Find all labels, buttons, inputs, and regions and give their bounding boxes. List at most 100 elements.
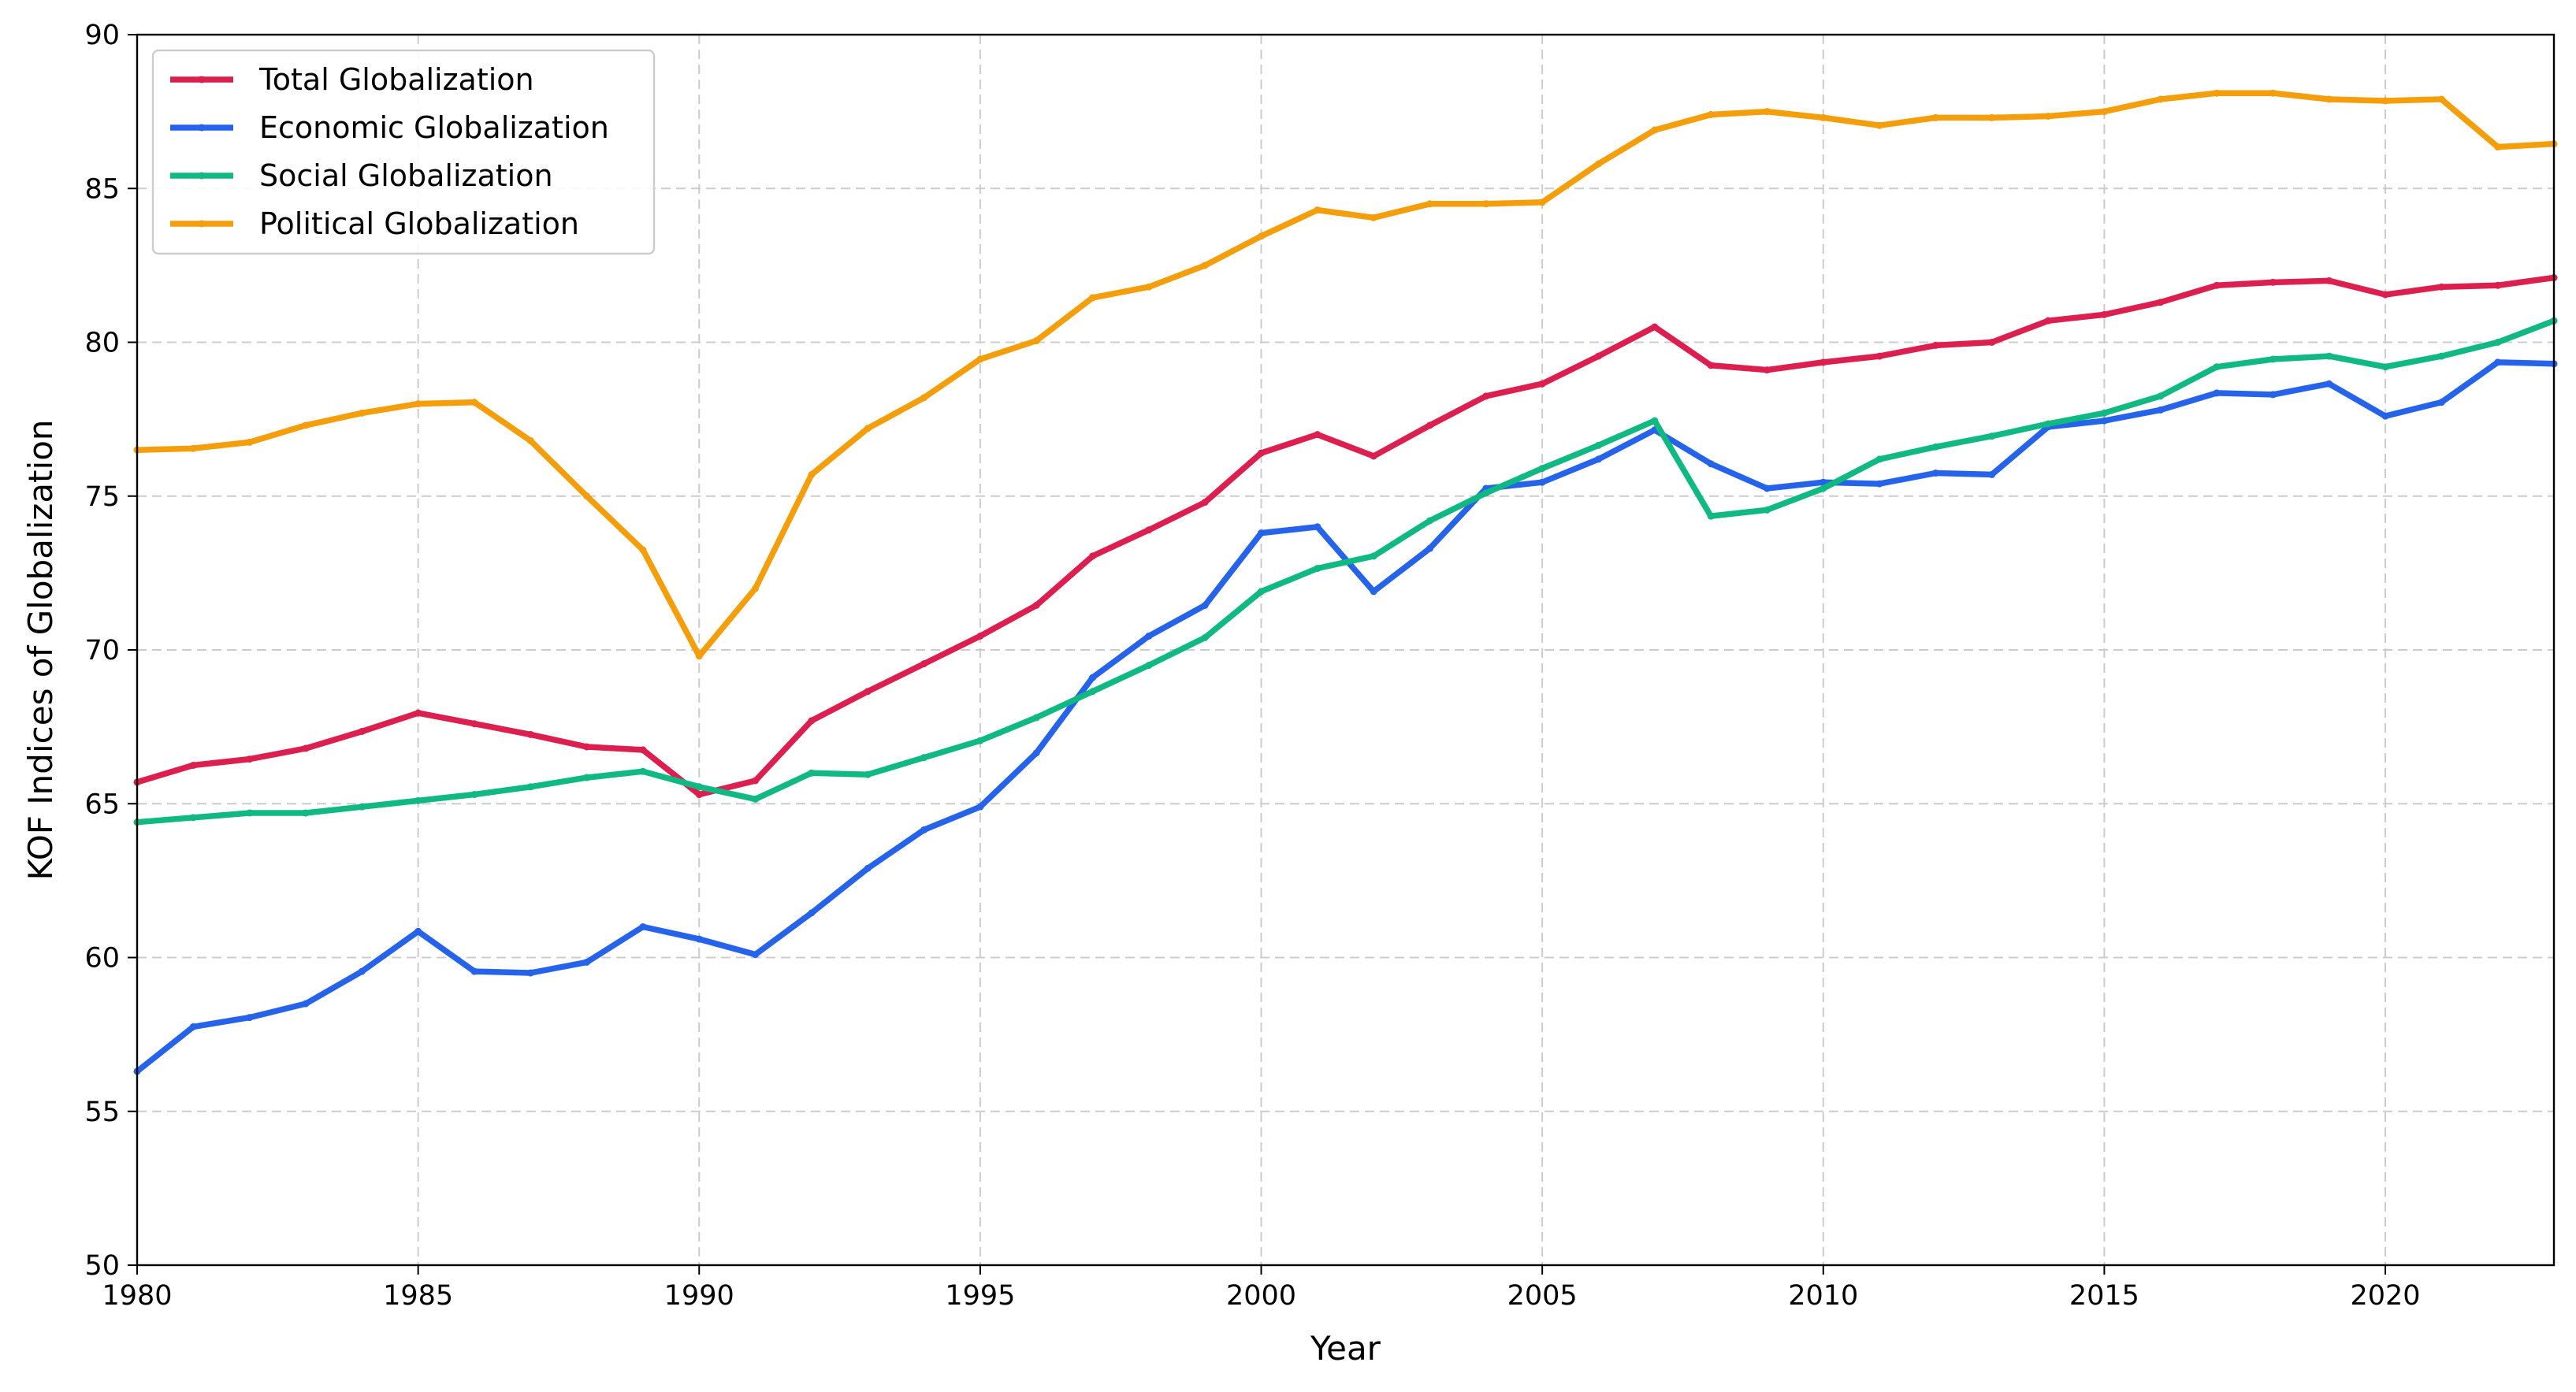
series-total-globalization <box>133 273 2558 799</box>
data-point <box>1651 417 1659 425</box>
x-tick-label: 1980 <box>102 1280 172 1312</box>
data-point <box>639 767 647 775</box>
data-point <box>976 737 984 744</box>
data-point <box>1538 380 1546 388</box>
data-point <box>864 770 872 778</box>
data-point <box>752 951 760 959</box>
data-point <box>2381 412 2389 420</box>
data-point <box>639 546 647 554</box>
data-point <box>1988 470 1996 478</box>
y-tick-label: 70 <box>84 635 120 666</box>
data-point <box>1314 431 1321 439</box>
data-point <box>1426 517 1433 525</box>
data-point <box>414 709 422 717</box>
legend-marker <box>198 220 206 228</box>
data-point <box>2213 281 2221 289</box>
data-point <box>302 809 310 817</box>
legend-label: Social Globalization <box>259 158 553 193</box>
data-point <box>976 803 984 811</box>
data-point <box>1594 160 1602 168</box>
data-point <box>470 720 478 728</box>
data-point <box>1875 121 1883 129</box>
data-point <box>864 688 872 696</box>
data-point <box>2157 392 2165 400</box>
data-point <box>189 444 197 452</box>
data-point <box>808 717 816 725</box>
data-point <box>1314 523 1321 531</box>
data-point <box>1201 633 1209 641</box>
data-point <box>1314 206 1321 214</box>
data-point <box>2269 355 2277 363</box>
data-point <box>526 969 534 977</box>
data-point <box>583 958 591 966</box>
data-point <box>1145 526 1153 534</box>
data-point <box>583 743 591 751</box>
series-line <box>134 317 2557 826</box>
data-point <box>808 909 816 917</box>
data-point <box>2269 89 2277 97</box>
y-axis-label: KOF Indices of Globalization <box>21 419 60 880</box>
data-point <box>1032 337 1040 345</box>
data-point <box>2494 143 2502 151</box>
data-point <box>246 1014 254 1022</box>
y-tick-label: 60 <box>84 943 120 974</box>
y-tick-label: 55 <box>84 1097 120 1128</box>
data-point <box>2213 89 2221 97</box>
data-point <box>1763 366 1771 374</box>
data-point <box>1032 601 1040 609</box>
data-point <box>1258 449 1266 457</box>
x-tick-label: 1990 <box>664 1280 734 1312</box>
data-point <box>752 795 760 803</box>
y-tick-label: 75 <box>84 481 120 513</box>
data-point <box>1089 294 1097 302</box>
data-point <box>1426 421 1433 429</box>
legend-box <box>151 49 656 255</box>
series-line <box>134 274 2557 798</box>
legend-label: Economic Globalization <box>259 110 609 145</box>
data-point <box>1875 352 1883 360</box>
data-point <box>1370 452 1377 460</box>
legend-marker <box>198 172 206 180</box>
data-point <box>1426 200 1433 208</box>
x-axis-label: Year <box>1310 1329 1381 1368</box>
series-line <box>134 359 2557 1075</box>
data-point <box>1370 588 1377 596</box>
data-point <box>639 922 647 930</box>
data-point <box>695 791 703 799</box>
data-point <box>2269 391 2277 399</box>
data-point <box>1145 632 1153 640</box>
data-point <box>1763 484 1771 492</box>
y-tick-label: 50 <box>84 1250 120 1282</box>
data-point <box>920 660 928 668</box>
data-point <box>1875 455 1883 463</box>
data-point <box>1931 443 1939 451</box>
y-axis-ticks: 50 55 60 65 70 75 80 85 90 <box>84 20 137 1282</box>
data-point <box>1482 489 1490 497</box>
x-tick-label: 2005 <box>1507 1280 1578 1312</box>
x-axis-ticks: 1980 1985 1990 1995 2000 2005 2010 2015 2020 <box>102 1265 2421 1312</box>
data-point <box>302 744 310 752</box>
data-point <box>2044 112 2052 120</box>
data-point <box>1426 544 1433 552</box>
legend: Total Globalization Economic Globalizatio… <box>151 49 656 255</box>
data-point <box>2494 281 2502 289</box>
data-point <box>246 809 254 817</box>
data-point <box>583 774 591 781</box>
data-point <box>1201 499 1209 507</box>
data-point <box>695 935 703 943</box>
data-point <box>2325 380 2333 388</box>
data-point <box>808 769 816 777</box>
data-point <box>358 727 366 735</box>
y-tick-label: 80 <box>84 328 120 359</box>
data-point <box>358 409 366 417</box>
series-lines <box>133 89 2558 1075</box>
data-point <box>1538 199 1546 206</box>
data-point <box>1651 126 1659 134</box>
data-point <box>2100 108 2108 116</box>
x-tick-label: 2000 <box>1226 1280 1296 1312</box>
data-point <box>1538 465 1546 473</box>
data-point <box>2157 406 2165 414</box>
data-point <box>526 436 534 444</box>
data-point <box>1314 565 1321 573</box>
data-point <box>1988 339 1996 346</box>
